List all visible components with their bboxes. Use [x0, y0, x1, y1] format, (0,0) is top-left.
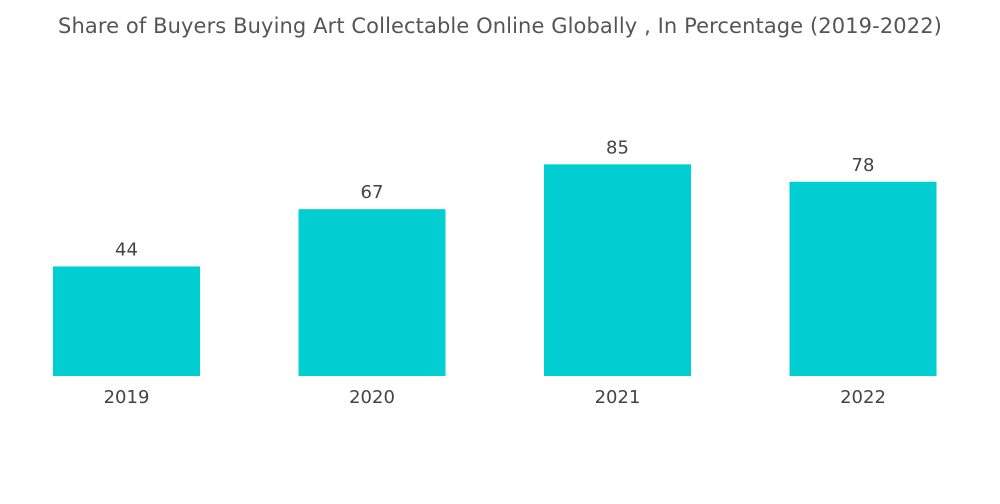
bar-2021 — [544, 164, 691, 376]
data-label-2019: 44 — [115, 239, 138, 260]
bar-2020 — [298, 209, 446, 376]
data-label-2021: 85 — [606, 137, 629, 158]
data-label-2022: 78 — [852, 155, 875, 176]
x-tick-label-2019: 2019 — [104, 387, 150, 408]
bar-2022 — [789, 181, 937, 376]
data-label-2020: 67 — [361, 182, 384, 203]
x-tick-label-2021: 2021 — [595, 387, 641, 408]
x-tick-label-2022: 2022 — [840, 387, 886, 408]
x-tick-label-2020: 2020 — [349, 387, 395, 408]
chart-title: Share of Buyers Buying Art Collectable O… — [58, 14, 942, 38]
bar-2019 — [53, 266, 200, 376]
